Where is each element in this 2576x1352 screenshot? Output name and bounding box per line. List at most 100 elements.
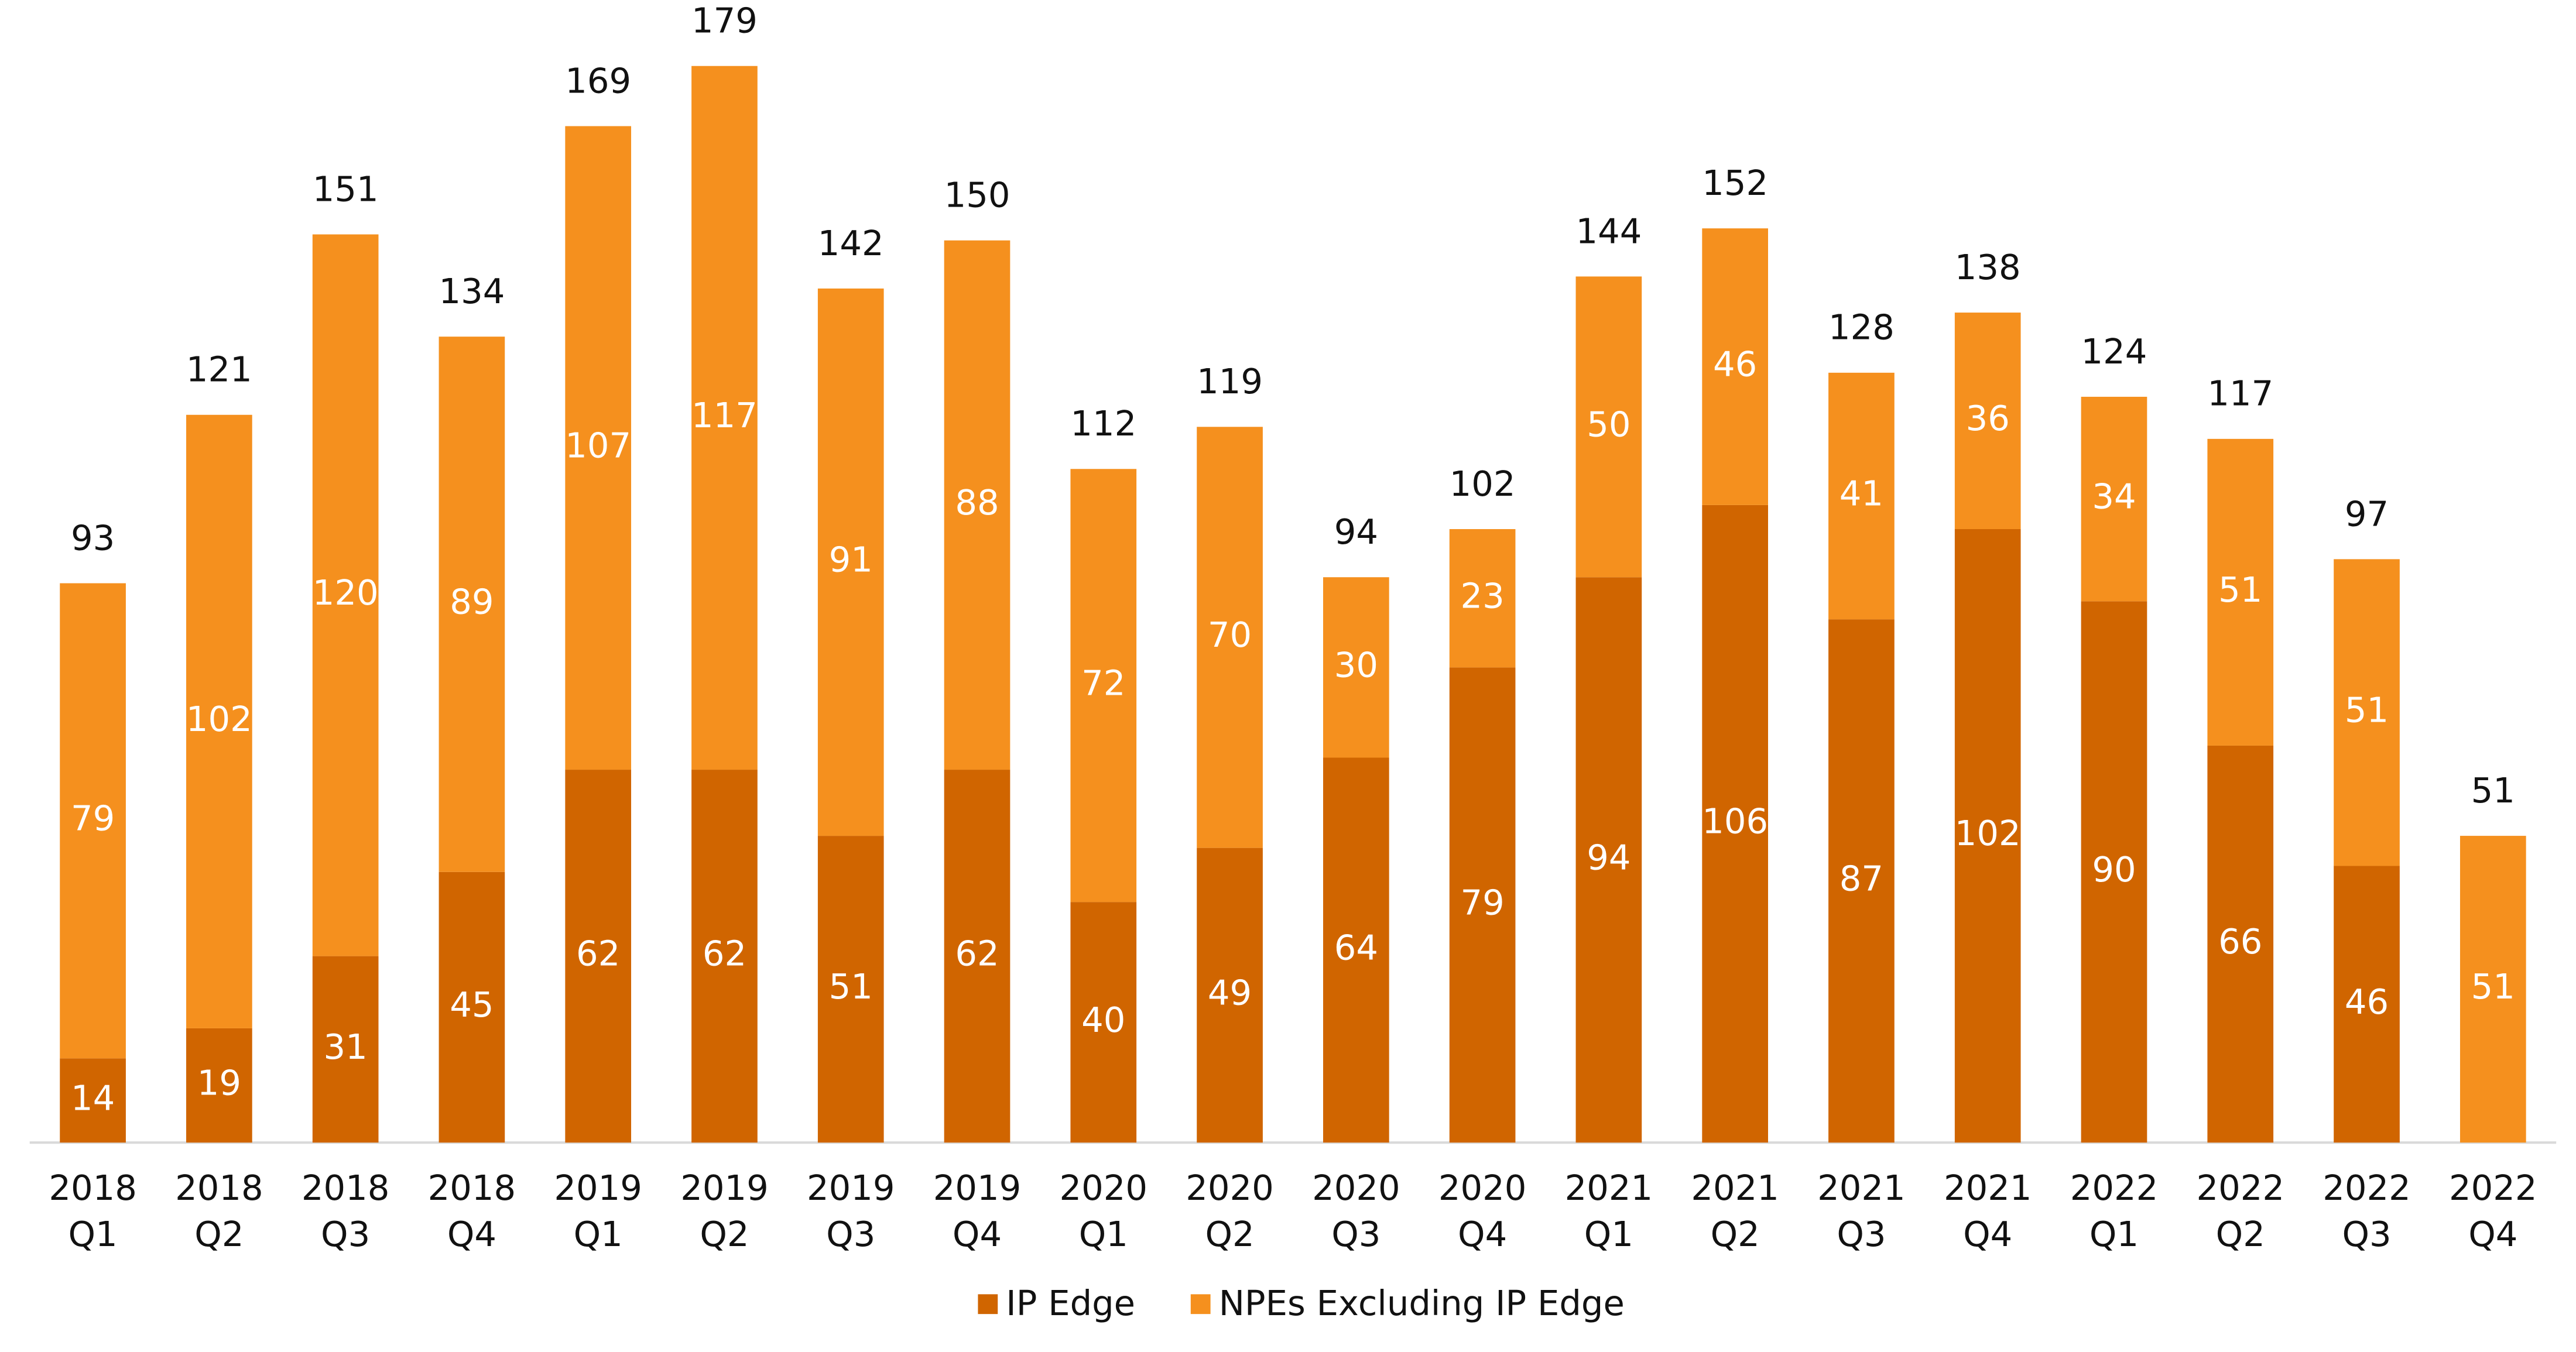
x-tick-label: Q2 xyxy=(700,1214,749,1254)
total-label: 144 xyxy=(1575,211,1642,251)
value-label: 36 xyxy=(1966,398,2010,438)
value-label: 31 xyxy=(324,1027,368,1067)
legend-swatch xyxy=(1191,1294,1211,1314)
value-label: 51 xyxy=(2471,966,2515,1007)
value-label: 49 xyxy=(1208,973,1252,1013)
x-tick-label: Q2 xyxy=(1205,1214,1254,1254)
x-tick-label: 2018 xyxy=(428,1168,516,1208)
x-tick-label: 2022 xyxy=(2449,1168,2537,1208)
x-tick-label: Q3 xyxy=(1331,1214,1381,1254)
legend-swatch xyxy=(978,1294,998,1314)
value-label: 62 xyxy=(703,934,746,974)
total-label: 134 xyxy=(439,271,505,311)
x-tick-label: 2019 xyxy=(680,1168,769,1208)
value-label: 51 xyxy=(2345,690,2389,730)
total-label: 112 xyxy=(1070,403,1136,444)
x-tick-label: 2019 xyxy=(554,1168,642,1208)
value-label: 19 xyxy=(197,1063,241,1103)
value-label: 70 xyxy=(1208,615,1252,655)
x-tick-label: Q3 xyxy=(826,1214,875,1254)
total-label: 152 xyxy=(1702,163,1768,203)
x-tick-label: Q1 xyxy=(574,1214,623,1254)
value-label: 102 xyxy=(1955,813,2021,853)
value-label: 45 xyxy=(450,984,494,1025)
x-tick-label: Q1 xyxy=(2089,1214,2139,1254)
value-label: 89 xyxy=(450,582,494,622)
value-label: 90 xyxy=(2092,849,2136,890)
value-label: 34 xyxy=(2092,476,2136,517)
total-label: 142 xyxy=(818,223,884,263)
value-label: 62 xyxy=(955,934,999,974)
value-label: 106 xyxy=(1702,801,1768,842)
value-label: 51 xyxy=(2218,569,2262,610)
total-label: 94 xyxy=(1334,512,1378,552)
value-label: 91 xyxy=(829,540,873,580)
x-tick-label: 2020 xyxy=(1060,1168,1148,1208)
total-label: 102 xyxy=(1450,464,1516,504)
value-label: 79 xyxy=(71,798,115,839)
value-label: 66 xyxy=(2218,921,2262,962)
total-label: 121 xyxy=(186,349,252,390)
x-tick-label: 2019 xyxy=(807,1168,895,1208)
x-tick-label: 2022 xyxy=(2070,1168,2159,1208)
value-label: 14 xyxy=(71,1078,115,1118)
x-tick-label: 2022 xyxy=(2322,1168,2411,1208)
value-label: 117 xyxy=(691,395,758,435)
value-label: 51 xyxy=(829,966,873,1007)
value-label: 41 xyxy=(1839,473,1883,514)
total-label: 117 xyxy=(2207,373,2273,414)
value-label: 94 xyxy=(1587,837,1630,877)
value-label: 102 xyxy=(186,699,252,739)
total-label: 97 xyxy=(2345,493,2389,534)
x-tick-label: Q1 xyxy=(1079,1214,1128,1254)
total-label: 179 xyxy=(691,1,758,41)
total-label: 151 xyxy=(313,169,379,209)
x-tick-label: 2021 xyxy=(1944,1168,2032,1208)
total-label: 169 xyxy=(565,60,631,101)
value-label: 120 xyxy=(313,572,379,613)
value-label: 79 xyxy=(1460,882,1504,922)
value-label: 23 xyxy=(1460,575,1504,616)
value-label: 46 xyxy=(1713,344,1757,385)
legend-label: IP Edge xyxy=(1006,1283,1135,1323)
chart: 14 79 93 2018 Q1 19 102 121 2018 Q2 31 120 151 2018 Q3… xyxy=(0,0,2576,1352)
x-tick-label: 2020 xyxy=(1186,1168,1274,1208)
x-tick-label: Q3 xyxy=(1837,1214,1886,1254)
x-tick-label: 2021 xyxy=(1691,1168,1779,1208)
value-label: 30 xyxy=(1334,644,1378,685)
x-tick-label: Q4 xyxy=(1963,1214,2012,1254)
value-label: 40 xyxy=(1081,1000,1125,1040)
total-label: 150 xyxy=(944,175,1010,215)
x-tick-label: 2019 xyxy=(933,1168,1022,1208)
x-tick-label: Q4 xyxy=(1458,1214,1507,1254)
total-label: 93 xyxy=(71,517,115,558)
x-tick-label: Q2 xyxy=(1711,1214,1760,1254)
value-label: 87 xyxy=(1839,858,1883,898)
x-tick-label: Q4 xyxy=(447,1214,496,1254)
x-tick-label: Q3 xyxy=(2342,1214,2391,1254)
value-label: 88 xyxy=(955,482,999,523)
x-tick-label: 2018 xyxy=(302,1168,390,1208)
total-label: 119 xyxy=(1197,361,1263,402)
total-label: 138 xyxy=(1955,247,2021,287)
x-tick-label: Q4 xyxy=(2468,1214,2517,1254)
value-label: 64 xyxy=(1334,927,1378,967)
total-label: 124 xyxy=(2081,331,2147,372)
x-tick-label: 2018 xyxy=(175,1168,263,1208)
value-label: 107 xyxy=(565,425,631,465)
x-tick-label: 2022 xyxy=(2197,1168,2285,1208)
value-label: 46 xyxy=(2345,982,2389,1022)
x-tick-label: Q4 xyxy=(953,1214,1002,1254)
value-label: 50 xyxy=(1587,404,1630,444)
value-label: 62 xyxy=(576,934,620,974)
total-label: 51 xyxy=(2471,770,2515,811)
legend-label: NPEs Excluding IP Edge xyxy=(1219,1283,1625,1323)
x-tick-label: Q1 xyxy=(1584,1214,1633,1254)
x-tick-label: 2021 xyxy=(1817,1168,1906,1208)
x-tick-label: 2020 xyxy=(1312,1168,1400,1208)
x-tick-label: 2021 xyxy=(1565,1168,1653,1208)
x-tick-label: Q1 xyxy=(68,1214,117,1254)
value-label: 72 xyxy=(1081,663,1125,703)
x-tick-label: Q2 xyxy=(2216,1214,2265,1254)
x-tick-label: 2018 xyxy=(49,1168,137,1208)
